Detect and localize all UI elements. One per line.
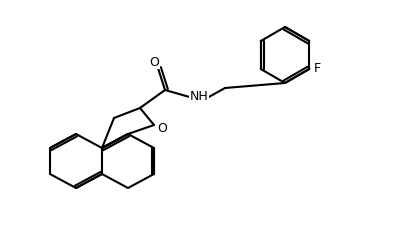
Text: F: F	[314, 63, 321, 76]
Text: O: O	[149, 55, 159, 68]
Text: O: O	[157, 122, 167, 135]
Text: NH: NH	[189, 89, 208, 102]
